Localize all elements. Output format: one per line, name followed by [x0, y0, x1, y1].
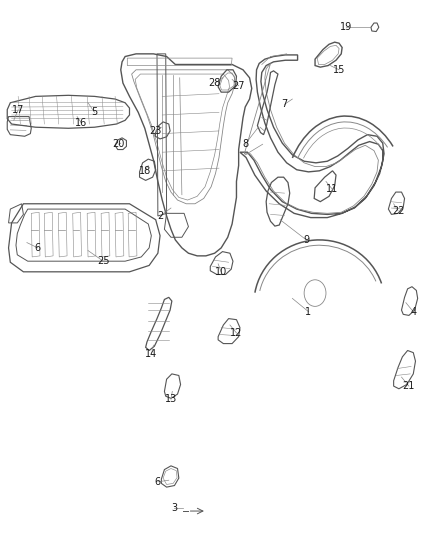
Text: 19: 19: [339, 22, 352, 33]
Text: 20: 20: [113, 139, 125, 149]
Text: 6: 6: [155, 477, 161, 487]
Text: 4: 4: [410, 306, 417, 317]
Text: 14: 14: [145, 349, 157, 359]
Text: 23: 23: [149, 126, 162, 136]
Text: 6: 6: [35, 243, 41, 253]
Text: 13: 13: [165, 394, 177, 405]
Text: 7: 7: [281, 99, 288, 109]
Text: 11: 11: [326, 184, 339, 195]
Text: 5: 5: [92, 107, 98, 117]
Text: 8: 8: [242, 139, 248, 149]
Text: 22: 22: [392, 206, 404, 216]
Text: 1: 1: [305, 306, 311, 317]
Text: 18: 18: [139, 166, 151, 176]
Text: 9: 9: [303, 235, 309, 245]
Text: 17: 17: [12, 104, 25, 115]
Text: 3: 3: [171, 503, 177, 513]
Text: 21: 21: [403, 381, 415, 391]
Text: 27: 27: [233, 81, 245, 91]
Text: 10: 10: [215, 267, 227, 277]
Text: 16: 16: [75, 118, 88, 128]
Text: 2: 2: [157, 211, 163, 221]
Text: 15: 15: [333, 65, 345, 75]
Text: 28: 28: [208, 78, 221, 88]
Text: 12: 12: [230, 328, 243, 338]
Text: 25: 25: [97, 256, 110, 266]
